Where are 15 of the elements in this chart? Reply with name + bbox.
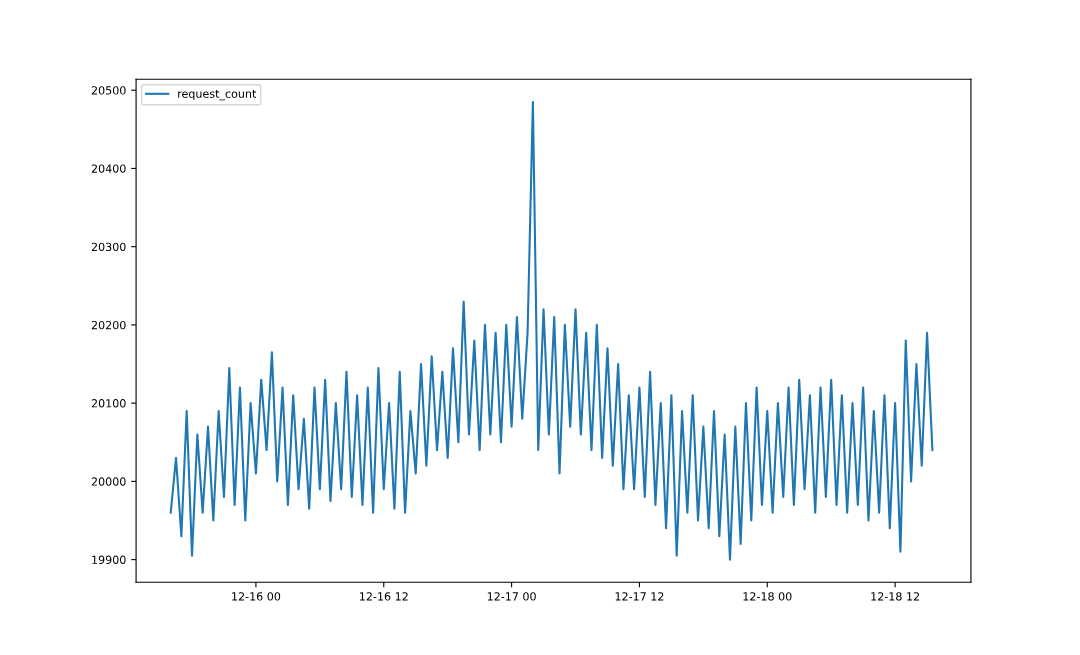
x-tick-label: 12-18 12 bbox=[871, 592, 919, 601]
legend-label: request_count bbox=[178, 89, 257, 101]
y-tick-label: 20100 bbox=[91, 399, 126, 408]
y-tick-label: 20400 bbox=[91, 164, 126, 173]
y-tick-label: 20200 bbox=[91, 320, 126, 330]
x-tick-label: 12-17 00 bbox=[487, 592, 536, 601]
x-tick-label: 12-16 12 bbox=[360, 592, 408, 601]
x-tick-label: 12-18 00 bbox=[743, 592, 792, 601]
x-tick-label: 12-17 12 bbox=[615, 592, 664, 601]
x-tick-label: 12-16 00 bbox=[232, 592, 281, 601]
y-tick-label: 19900 bbox=[92, 555, 126, 564]
line-series bbox=[169, 100, 934, 561]
y-tick-label: 20300 bbox=[91, 242, 126, 252]
y-tick-label: 20500 bbox=[91, 86, 126, 95]
y-tick-label: 20000 bbox=[91, 477, 126, 486]
